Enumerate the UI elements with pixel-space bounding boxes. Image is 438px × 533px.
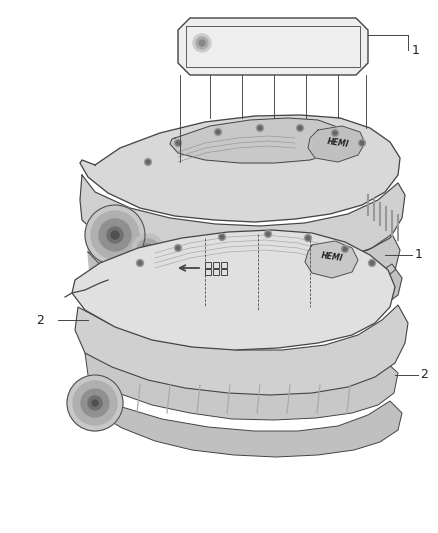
Circle shape (176, 246, 180, 250)
Circle shape (215, 128, 222, 135)
Circle shape (298, 126, 302, 130)
Polygon shape (308, 126, 365, 162)
Text: HEMI: HEMI (321, 251, 343, 263)
Circle shape (73, 381, 117, 425)
Circle shape (145, 158, 152, 166)
Circle shape (332, 130, 339, 136)
Circle shape (297, 125, 304, 132)
Circle shape (88, 396, 102, 410)
Bar (221, 269, 227, 275)
Bar (205, 269, 211, 275)
Circle shape (99, 219, 131, 251)
Circle shape (370, 261, 374, 265)
Circle shape (343, 247, 347, 251)
Circle shape (358, 140, 365, 147)
Circle shape (306, 236, 310, 240)
Polygon shape (88, 252, 402, 323)
Polygon shape (170, 118, 348, 163)
Circle shape (265, 230, 272, 238)
Text: 1: 1 (415, 248, 423, 262)
Circle shape (219, 233, 226, 240)
Text: 1: 1 (412, 44, 420, 56)
Text: 2: 2 (420, 368, 428, 382)
Polygon shape (72, 230, 395, 350)
Circle shape (92, 400, 98, 406)
Text: 2: 2 (36, 313, 44, 327)
Circle shape (304, 235, 311, 241)
Circle shape (193, 34, 211, 52)
Polygon shape (88, 220, 400, 300)
Circle shape (81, 389, 109, 417)
Polygon shape (305, 241, 358, 278)
Circle shape (342, 246, 349, 253)
Bar (213, 262, 219, 268)
Circle shape (176, 141, 180, 145)
Circle shape (257, 125, 264, 132)
Circle shape (174, 245, 181, 252)
Bar (221, 262, 227, 268)
Circle shape (111, 231, 119, 239)
Polygon shape (80, 115, 400, 222)
Circle shape (258, 126, 262, 130)
Circle shape (137, 239, 159, 261)
Circle shape (216, 130, 220, 134)
Text: HEMI: HEMI (326, 137, 350, 149)
Circle shape (132, 234, 164, 266)
Circle shape (360, 141, 364, 145)
Polygon shape (178, 18, 368, 75)
Circle shape (91, 211, 139, 259)
Circle shape (146, 160, 150, 164)
Bar (205, 262, 211, 268)
Polygon shape (80, 175, 405, 265)
Circle shape (142, 244, 154, 256)
Polygon shape (75, 305, 408, 395)
Circle shape (220, 235, 224, 239)
Circle shape (199, 40, 205, 46)
Circle shape (107, 227, 123, 243)
Circle shape (266, 232, 270, 236)
Circle shape (67, 375, 123, 431)
Bar (213, 269, 219, 275)
Circle shape (145, 247, 151, 253)
Circle shape (85, 205, 145, 265)
Polygon shape (85, 353, 398, 420)
Circle shape (196, 37, 208, 49)
Circle shape (138, 261, 142, 265)
Polygon shape (88, 393, 402, 457)
Circle shape (368, 260, 375, 266)
Circle shape (174, 140, 181, 147)
Circle shape (137, 260, 144, 266)
Circle shape (333, 131, 337, 135)
